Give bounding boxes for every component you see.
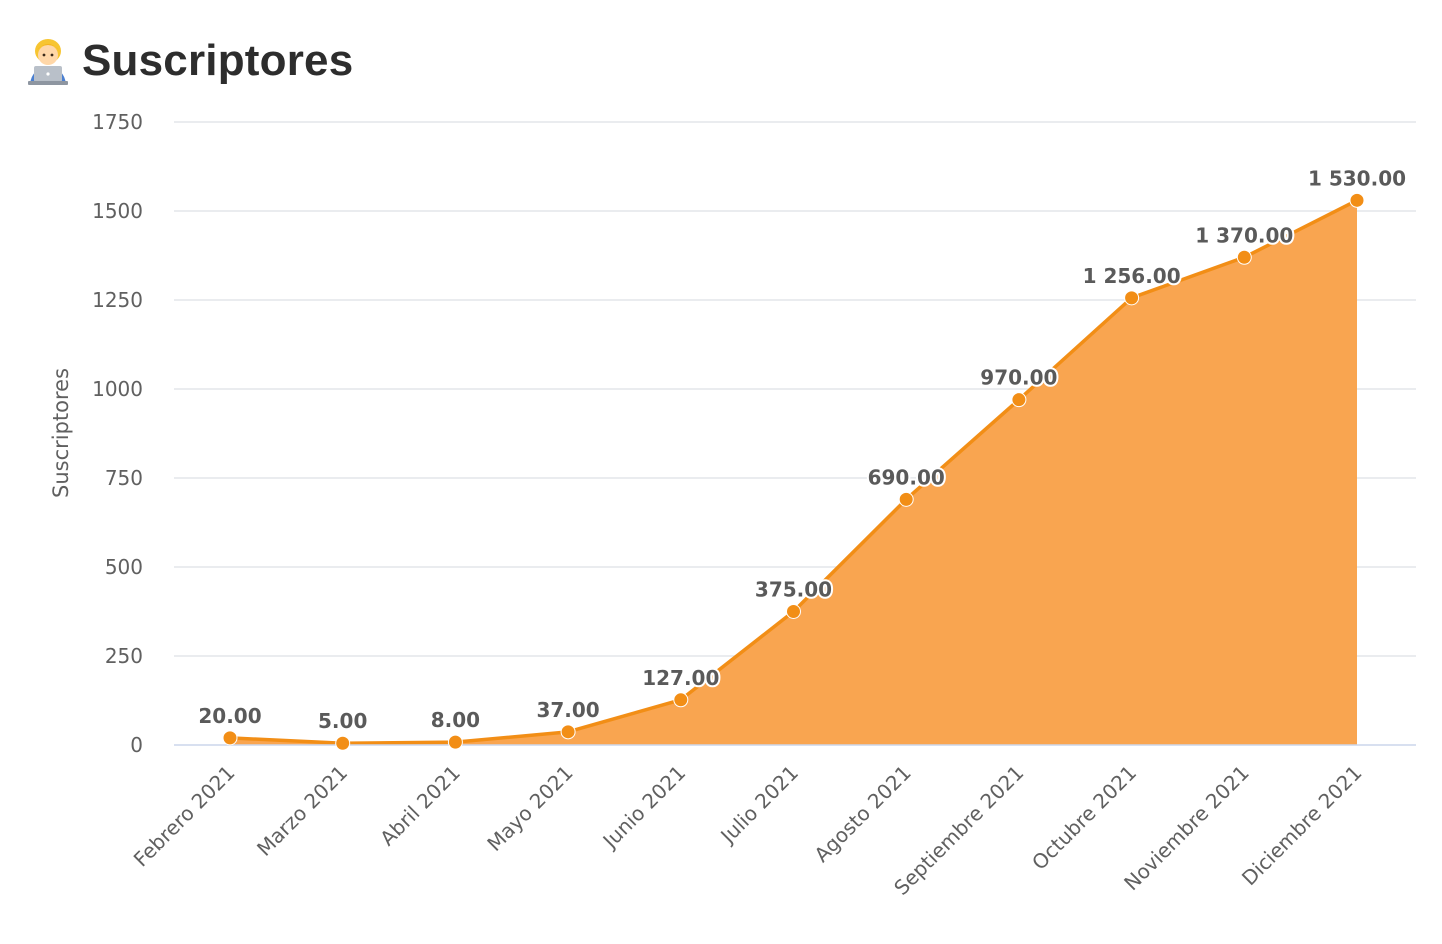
data-point: [1011, 392, 1027, 408]
y-tick-label: 500: [105, 555, 143, 579]
y-tick-label: 1250: [92, 288, 143, 312]
y-tick-label: 1750: [92, 110, 143, 134]
area-series: [229, 198, 1358, 745]
data-point: [1124, 290, 1140, 306]
data-labels: 20.00 5.00 8.00 37.00 127.00 375.00 690.00 970.…: [196, 164, 1408, 735]
data-point: [447, 734, 463, 750]
data-label: 37.00: [536, 698, 599, 722]
x-tick-label: Octubre 2021: [1027, 761, 1141, 875]
y-tick-label: 250: [105, 644, 143, 668]
data-point: [786, 604, 801, 619]
data-point: [560, 724, 576, 740]
data-label: 375.00: [755, 578, 832, 602]
data-point: [222, 730, 238, 746]
data-label: 690.00: [868, 465, 945, 489]
x-tick-label: Agosto 2021: [809, 761, 915, 867]
area-fill: [230, 200, 1357, 745]
data-label: 1 530.00: [1308, 166, 1406, 190]
data-label: 970.00: [980, 366, 1057, 390]
data-label: 5.00: [318, 709, 367, 733]
person-with-laptop-icon: [28, 39, 68, 85]
x-tick-label: Noviembre 2021: [1119, 761, 1254, 896]
y-tick-label: 0: [130, 733, 143, 757]
x-tick-label: Febrero 2021: [129, 761, 240, 872]
data-label: 127.00: [642, 666, 719, 690]
x-tick-label: Abril 2021: [375, 761, 465, 851]
x-tick-label: Julio 2021: [715, 761, 804, 850]
data-point: [1236, 249, 1252, 265]
x-tick-label: Marzo 2021: [252, 761, 352, 861]
y-axis-title: Suscriptores: [49, 368, 73, 498]
chart-title: Suscriptores: [82, 36, 354, 85]
data-label: 1 370.00: [1195, 223, 1293, 247]
y-tick-label: 750: [105, 466, 143, 490]
y-tick-label: 1500: [92, 199, 143, 223]
y-tick-label: 1000: [92, 377, 143, 401]
data-label: 20.00: [198, 704, 261, 728]
data-point: [1349, 192, 1365, 208]
title-row: Suscriptores: [26, 36, 353, 86]
x-tick-label: Diciembre 2021: [1237, 761, 1367, 891]
data-points: [222, 192, 1365, 751]
x-tick-label: Junio 2021: [597, 761, 691, 855]
data-point: [673, 692, 689, 708]
data-point: [335, 735, 351, 751]
x-tick-label: Mayo 2021: [482, 761, 577, 856]
data-point: [898, 491, 914, 507]
data-label: 1 256.00: [1083, 264, 1181, 288]
data-label: 8.00: [431, 708, 480, 732]
